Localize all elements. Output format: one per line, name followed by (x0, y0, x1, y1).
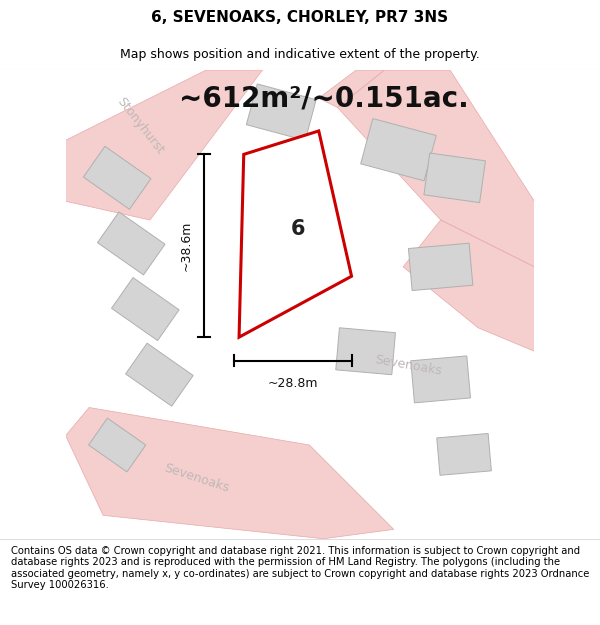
Polygon shape (361, 119, 436, 181)
Polygon shape (411, 356, 470, 403)
Polygon shape (336, 328, 395, 375)
Polygon shape (437, 434, 491, 475)
Text: 6, SEVENOAKS, CHORLEY, PR7 3NS: 6, SEVENOAKS, CHORLEY, PR7 3NS (151, 10, 449, 25)
Polygon shape (125, 343, 193, 406)
Polygon shape (424, 153, 485, 202)
Polygon shape (239, 131, 352, 338)
Text: Sevenoaks: Sevenoaks (163, 461, 231, 494)
Polygon shape (65, 70, 263, 220)
Text: 6: 6 (290, 219, 305, 239)
Text: Stonyhurst: Stonyhurst (115, 96, 167, 157)
Polygon shape (409, 243, 473, 291)
Polygon shape (112, 278, 179, 341)
Text: Map shows position and indicative extent of the property.: Map shows position and indicative extent… (120, 48, 480, 61)
Text: ~38.6m: ~38.6m (179, 221, 192, 271)
Polygon shape (403, 220, 535, 351)
Polygon shape (247, 84, 316, 141)
Text: ~28.8m: ~28.8m (268, 377, 318, 390)
Polygon shape (65, 408, 394, 539)
Polygon shape (319, 70, 385, 108)
Polygon shape (89, 418, 146, 472)
Text: ~612m²/~0.151ac.: ~612m²/~0.151ac. (179, 84, 469, 112)
Polygon shape (97, 212, 165, 275)
Text: Sevenoaks: Sevenoaks (373, 353, 442, 377)
Text: Contains OS data © Crown copyright and database right 2021. This information is : Contains OS data © Crown copyright and d… (11, 546, 589, 591)
Polygon shape (83, 146, 151, 209)
Polygon shape (337, 70, 535, 267)
